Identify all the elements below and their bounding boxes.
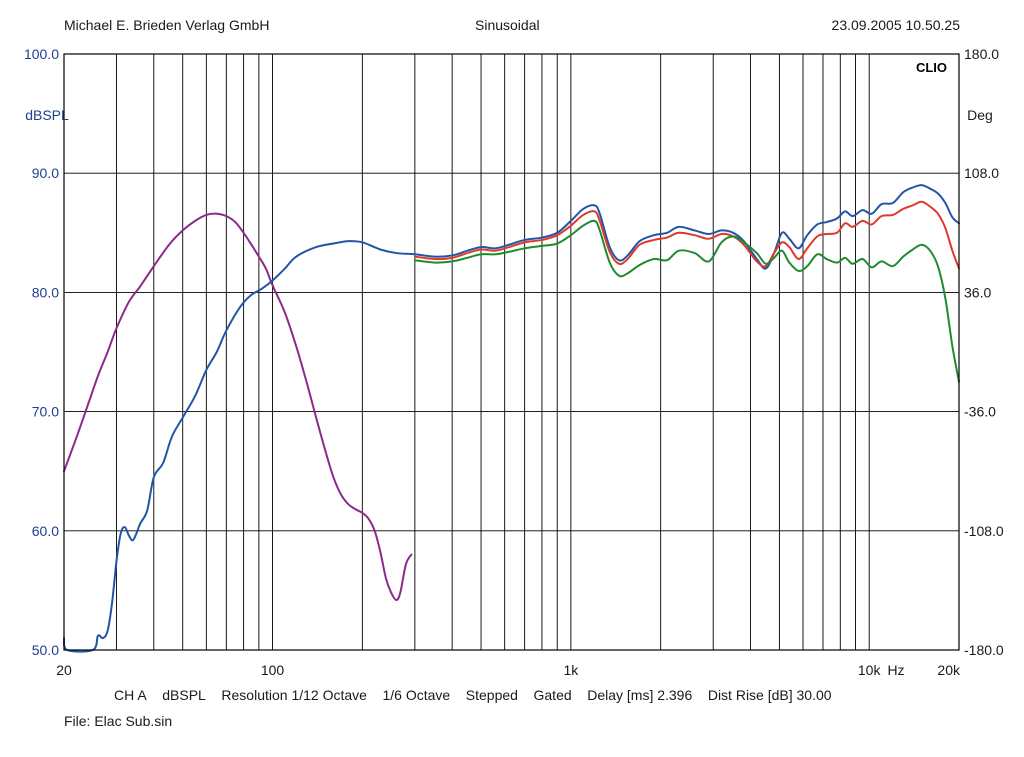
resolution-label: Resolution 1/12 Octave [221,687,367,703]
y2-tick-label: 108.0 [964,165,999,181]
x-axis: 20 100 1k 10k 20k [56,662,961,678]
y2-tick-label: -36.0 [964,404,996,420]
y-tick-label: 80.0 [32,284,59,300]
publisher-label: Michael E. Brieden Verlag GmbH [64,17,270,33]
curve-green [413,219,960,383]
channel-label: CH A [114,687,147,703]
delay-label: Delay [ms] 2.396 [587,687,693,703]
curve-purple [63,212,413,601]
footer-settings: CH A dBSPL Resolution 1/12 Octave 1/6 Oc… [114,687,832,703]
plot-area [64,54,959,650]
y2-tick-label: 180.0 [964,46,999,62]
y2-axis-unit-label: Deg [967,107,993,123]
y-axis-left: 100.0 90.0 80.0 70.0 60.0 50.0 [24,46,59,658]
sweep-label: Stepped [465,687,518,703]
dist-rise-label: Dist Rise [dB] 30.00 [707,687,832,703]
x-tick-label: 1k [563,662,579,678]
mode-label: Sinusoidal [475,17,540,33]
curves [62,184,960,653]
y-tick-label: 100.0 [24,46,59,62]
clio-brand: CLIO [916,60,947,75]
y-tick-label: 50.0 [32,642,59,658]
timestamp-label: 23.09.2005 10.50.25 [831,17,960,33]
curve-blue [62,184,960,653]
x-tick-label: 10k [858,662,882,678]
x-tick-label: 100 [261,662,285,678]
curve-red [413,200,960,270]
x-tick-label: 20k [937,662,961,678]
y2-tick-label: -108.0 [964,523,1004,539]
y2-tick-label: 36.0 [964,284,991,300]
file-label: File: Elac Sub.sin [64,713,173,729]
grid-lines [64,53,959,651]
plot-frame [63,53,960,651]
x-tick-label: 20 [56,662,72,678]
unit-label: dBSPL [162,687,206,703]
y-axis-unit-label: dBSPL [25,107,69,123]
y2-tick-label: -180.0 [964,642,1004,658]
y-tick-label: 60.0 [32,523,59,539]
smoothing-label: 1/6 Octave [382,687,451,703]
x-axis-unit-label: Hz [887,662,904,678]
y-axis-right: 180.0 108.0 36.0 -36.0 -108.0 -180.0 [964,46,1004,658]
gating-label: Gated [533,687,572,703]
y-tick-label: 70.0 [32,404,59,420]
y-tick-label: 90.0 [32,165,59,181]
